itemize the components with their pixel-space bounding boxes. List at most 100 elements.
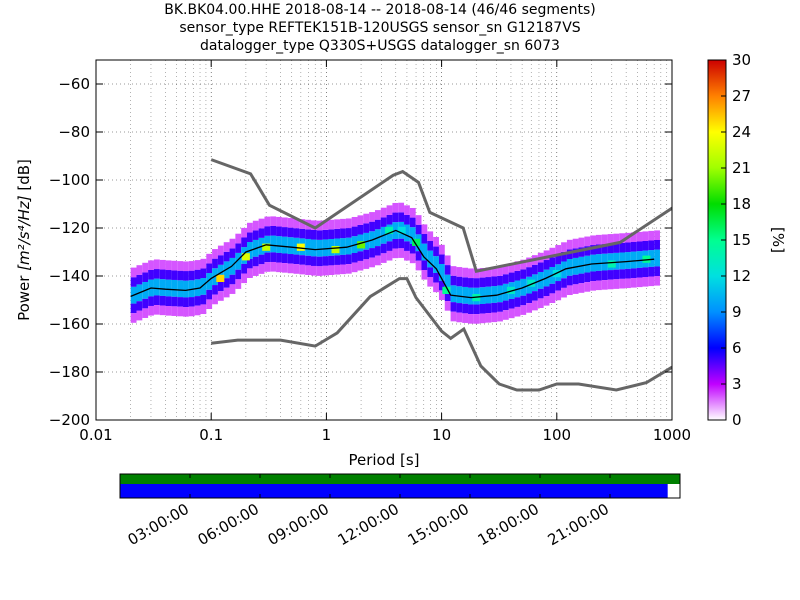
ppsd-cell xyxy=(386,214,393,225)
ppsd-cell xyxy=(584,272,591,283)
ppsd-cell xyxy=(561,242,567,252)
ppsd-cell xyxy=(177,270,184,281)
ppsd-cell xyxy=(247,232,253,242)
ppsd-cell xyxy=(380,217,387,227)
ppsd-cell xyxy=(200,268,207,279)
ppsd-cell xyxy=(206,299,213,310)
ppsd-cell xyxy=(578,283,585,293)
ppsd-cell xyxy=(462,277,469,287)
ppsd-cell xyxy=(194,279,201,297)
ppsd-cell xyxy=(148,305,154,316)
ppsd-cell xyxy=(438,280,445,291)
ppsd-cell xyxy=(630,277,637,288)
ppsd-cell xyxy=(642,240,649,251)
ppsd-cell xyxy=(619,242,626,253)
ppsd-cell xyxy=(595,270,602,281)
ppsd-cell xyxy=(200,258,207,269)
ppsd-cell xyxy=(217,281,224,292)
ppsd-cell xyxy=(276,236,282,253)
ppsd-cell xyxy=(183,280,189,298)
ppsd-cell xyxy=(479,303,486,314)
x-tick-label: 10 xyxy=(432,426,451,444)
ppsd-cell xyxy=(334,219,341,229)
ppsd-cell xyxy=(654,266,660,276)
ppsd-cell xyxy=(636,277,643,288)
colorbar-ticks: 0 3 6 9 12 15 18 21 24 27 30 xyxy=(721,51,751,429)
ppsd-cell xyxy=(636,241,643,252)
ppsd-cell xyxy=(153,305,160,315)
ppsd-cell xyxy=(421,224,428,235)
colorbar-label: [%] xyxy=(769,227,787,253)
ppsd-cell xyxy=(223,242,230,252)
ppsd-cell xyxy=(654,249,660,267)
ppsd-cell xyxy=(491,286,498,303)
ppsd-cell-peak xyxy=(442,286,451,294)
ppsd-cell xyxy=(613,269,620,280)
x-tick-label: 1 xyxy=(322,426,332,444)
ppsd-cell xyxy=(386,241,393,251)
ppsd-cell xyxy=(247,222,253,233)
ppsd-cell xyxy=(316,266,323,276)
colorbar-tick-label: 18 xyxy=(732,195,751,213)
ppsd-cell xyxy=(357,260,364,271)
ppsd-cell xyxy=(438,264,445,281)
ppsd-cell xyxy=(328,229,335,239)
ppsd-cell xyxy=(328,255,335,266)
ppsd-cell xyxy=(171,270,178,280)
ppsd-cell xyxy=(450,311,457,322)
ppsd-cell xyxy=(648,250,655,267)
colorbar-tick-label: 0 xyxy=(732,411,742,429)
ppsd-cell xyxy=(561,287,567,298)
ppsd-cell xyxy=(590,235,596,246)
ppsd-cell xyxy=(136,274,143,285)
ppsd-cell xyxy=(572,238,579,249)
ppsd-cell xyxy=(310,256,317,266)
ppsd-cell xyxy=(497,266,503,276)
ppsd-cell xyxy=(398,248,405,258)
ppsd-cell xyxy=(252,230,259,240)
ppsd-cell xyxy=(601,253,608,271)
ppsd-cell xyxy=(165,306,172,316)
ppsd-cell xyxy=(508,298,515,309)
ppsd-cell xyxy=(502,274,509,284)
ppsd-cell xyxy=(153,295,160,306)
ppsd-cell xyxy=(433,272,439,283)
ppsd-cell xyxy=(340,228,346,239)
ppsd-cell xyxy=(305,255,311,266)
ppsd-cell xyxy=(217,255,224,265)
ppsd-cell-peak xyxy=(397,226,406,234)
ppsd-cell xyxy=(380,243,387,254)
ppsd-cell xyxy=(328,219,335,230)
ppsd-cell xyxy=(183,307,189,317)
ppsd-cell xyxy=(235,269,242,280)
ppsd-cell xyxy=(526,303,533,313)
ppsd-cell-peak xyxy=(642,255,651,263)
y-tick-label: −80 xyxy=(58,123,90,141)
ppsd-cell xyxy=(247,268,253,278)
chart-title-line-1: BK.BK04.00.HHE 2018-08-14 -- 2018-08-14 … xyxy=(164,2,596,18)
ppsd-cell xyxy=(514,270,521,281)
ppsd-cell xyxy=(578,247,585,257)
ppsd-cell xyxy=(450,266,457,276)
ppsd-cell xyxy=(456,276,463,287)
ppsd-cell xyxy=(374,255,381,266)
ppsd-cell xyxy=(479,287,486,304)
ppsd-cell xyxy=(625,242,631,253)
coverage-data-strip xyxy=(120,474,680,484)
ppsd-cell xyxy=(345,218,352,229)
ppsd-cell xyxy=(270,261,277,272)
ppsd-cell xyxy=(357,224,364,235)
ppsd-cell xyxy=(171,296,178,307)
ppsd-cell-peak xyxy=(216,274,225,282)
ppsd-cell xyxy=(212,258,218,269)
ppsd-cell xyxy=(171,260,178,271)
ppsd-cell xyxy=(555,290,562,301)
ppsd-cell xyxy=(299,255,306,265)
ppsd-cell xyxy=(433,282,439,293)
ppsd-cell xyxy=(566,285,573,296)
ppsd-cell xyxy=(270,225,277,236)
ppsd-cell xyxy=(136,301,143,311)
ppsd-cell xyxy=(427,276,434,287)
ppsd-cell xyxy=(444,265,451,275)
